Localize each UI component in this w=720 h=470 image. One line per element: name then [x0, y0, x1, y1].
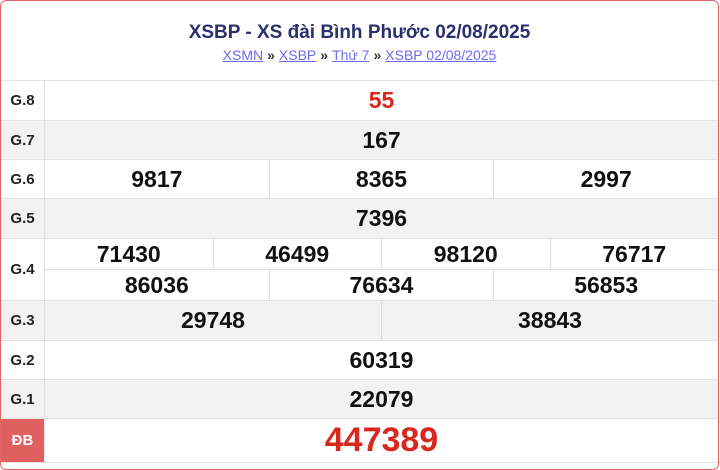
breadcrumb-weekday[interactable]: Thứ 7	[332, 47, 370, 63]
prize-number: 7396	[355, 205, 408, 231]
page-title: XSBP - XS đài Bình Phước 02/08/2025	[188, 22, 531, 43]
prize-row-g6: G.6 9817 8365 2997	[1, 160, 718, 199]
prize-line: 167	[45, 121, 718, 159]
prize-label: G.4	[1, 239, 45, 300]
prize-row-g5: G.5 7396	[1, 199, 718, 239]
breadcrumb: XSMN» XSBP» Thứ 7» XSBP 02/08/2025	[1, 47, 718, 63]
prize-row-g4: G.4 71430 46499 98120 76717 86036 76634 56853	[1, 239, 718, 301]
prize-number: 76717	[549, 239, 719, 269]
prize-label: G.8	[1, 81, 45, 120]
breadcrumb-separator: »	[320, 47, 329, 63]
prize-number: 46499	[212, 239, 382, 269]
prize-line: 71430 46499 98120 76717	[45, 239, 718, 269]
header: XSBP - XS đài Bình Phước 02/08/2025 XSMN…	[1, 1, 718, 81]
prize-number: 29748	[181, 307, 245, 333]
prize-row-g2: G.2 60319	[1, 341, 718, 380]
prize-number: 55	[368, 87, 395, 113]
prize-values: 22079	[45, 380, 718, 418]
prize-number: 86036	[124, 271, 189, 298]
prize-values: 60319	[45, 341, 718, 379]
prize-number: 8365	[268, 160, 494, 198]
prize-number: 2997	[493, 160, 718, 198]
prize-row-g3: G.3 29748 38843	[1, 301, 718, 341]
prize-number: 9817	[131, 165, 183, 192]
breadcrumb-xsbp[interactable]: XSBP	[278, 47, 317, 63]
prize-values: 29748 38843	[45, 301, 718, 340]
prize-number: 22079	[349, 385, 414, 412]
prize-number: 38843	[381, 301, 718, 340]
prize-number: 76634	[268, 270, 494, 300]
prize-values: 71430 46499 98120 76717 86036 76634 56853	[45, 239, 718, 300]
prize-label: G.6	[1, 160, 45, 198]
prize-number: 167	[362, 126, 401, 153]
prize-label: G.2	[1, 341, 45, 379]
prize-row-đb: ĐB 447389	[1, 419, 718, 463]
prize-values: 7396	[45, 199, 718, 238]
prize-line: 447389	[45, 419, 718, 462]
prize-number: 60319	[349, 346, 414, 373]
prize-values: 55	[45, 81, 718, 120]
prize-label: G.5	[1, 199, 45, 238]
prize-row-g8: G.8 55	[1, 81, 718, 121]
breadcrumb-separator: »	[267, 47, 275, 63]
prize-number: 71430	[96, 240, 161, 267]
prize-label: G.3	[1, 301, 45, 340]
prize-values: 9817 8365 2997	[45, 160, 718, 198]
prize-line: 60319	[45, 341, 718, 379]
prize-line: 7396	[45, 199, 718, 238]
prize-line: 22079	[45, 380, 718, 418]
prize-values: 447389	[45, 419, 718, 462]
prize-row-g7: G.7 167	[1, 121, 718, 160]
prize-number: 56853	[493, 270, 718, 300]
prize-row-g1: G.1 22079	[1, 380, 718, 419]
prize-label: ĐB	[1, 419, 45, 462]
breadcrumb-date[interactable]: XSBP 02/08/2025	[385, 47, 497, 63]
breadcrumb-separator: »	[373, 47, 382, 63]
prize-values: 167	[45, 121, 718, 159]
prize-number: 447389	[324, 421, 439, 459]
prize-line: 9817 8365 2997	[45, 160, 718, 198]
prize-label: G.7	[1, 121, 45, 159]
prize-line: 86036 76634 56853	[45, 269, 718, 300]
prize-line: 55	[45, 81, 718, 120]
breadcrumb-xsmn[interactable]: XSMN	[222, 47, 264, 63]
prize-number: 98120	[381, 239, 550, 269]
prize-line: 29748 38843	[45, 301, 718, 340]
prize-label: G.1	[1, 380, 45, 418]
